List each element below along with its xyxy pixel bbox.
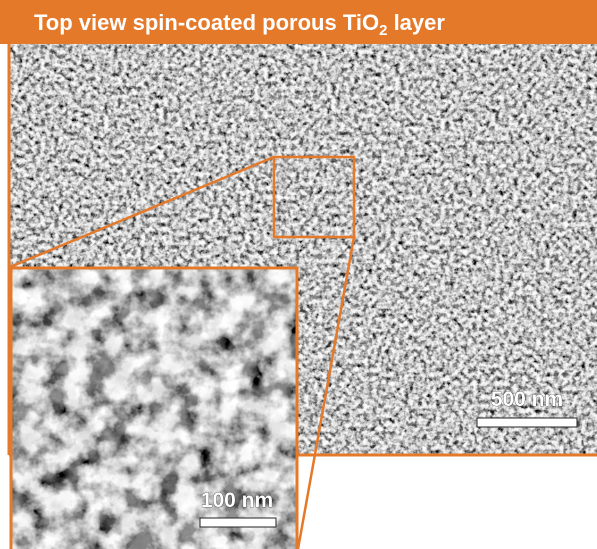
scale-label: 500 nm <box>491 388 563 411</box>
scale-label: 100 nm <box>201 489 273 512</box>
figure: Top view spin-coated porous TiO2 layer 5… <box>0 0 597 549</box>
title-subscript: 2 <box>379 22 387 39</box>
scale-bar <box>477 418 577 427</box>
scale-bar <box>200 518 276 527</box>
title-text: Top view spin-coated porous TiO <box>34 10 379 35</box>
title-suffix: layer <box>387 10 445 35</box>
